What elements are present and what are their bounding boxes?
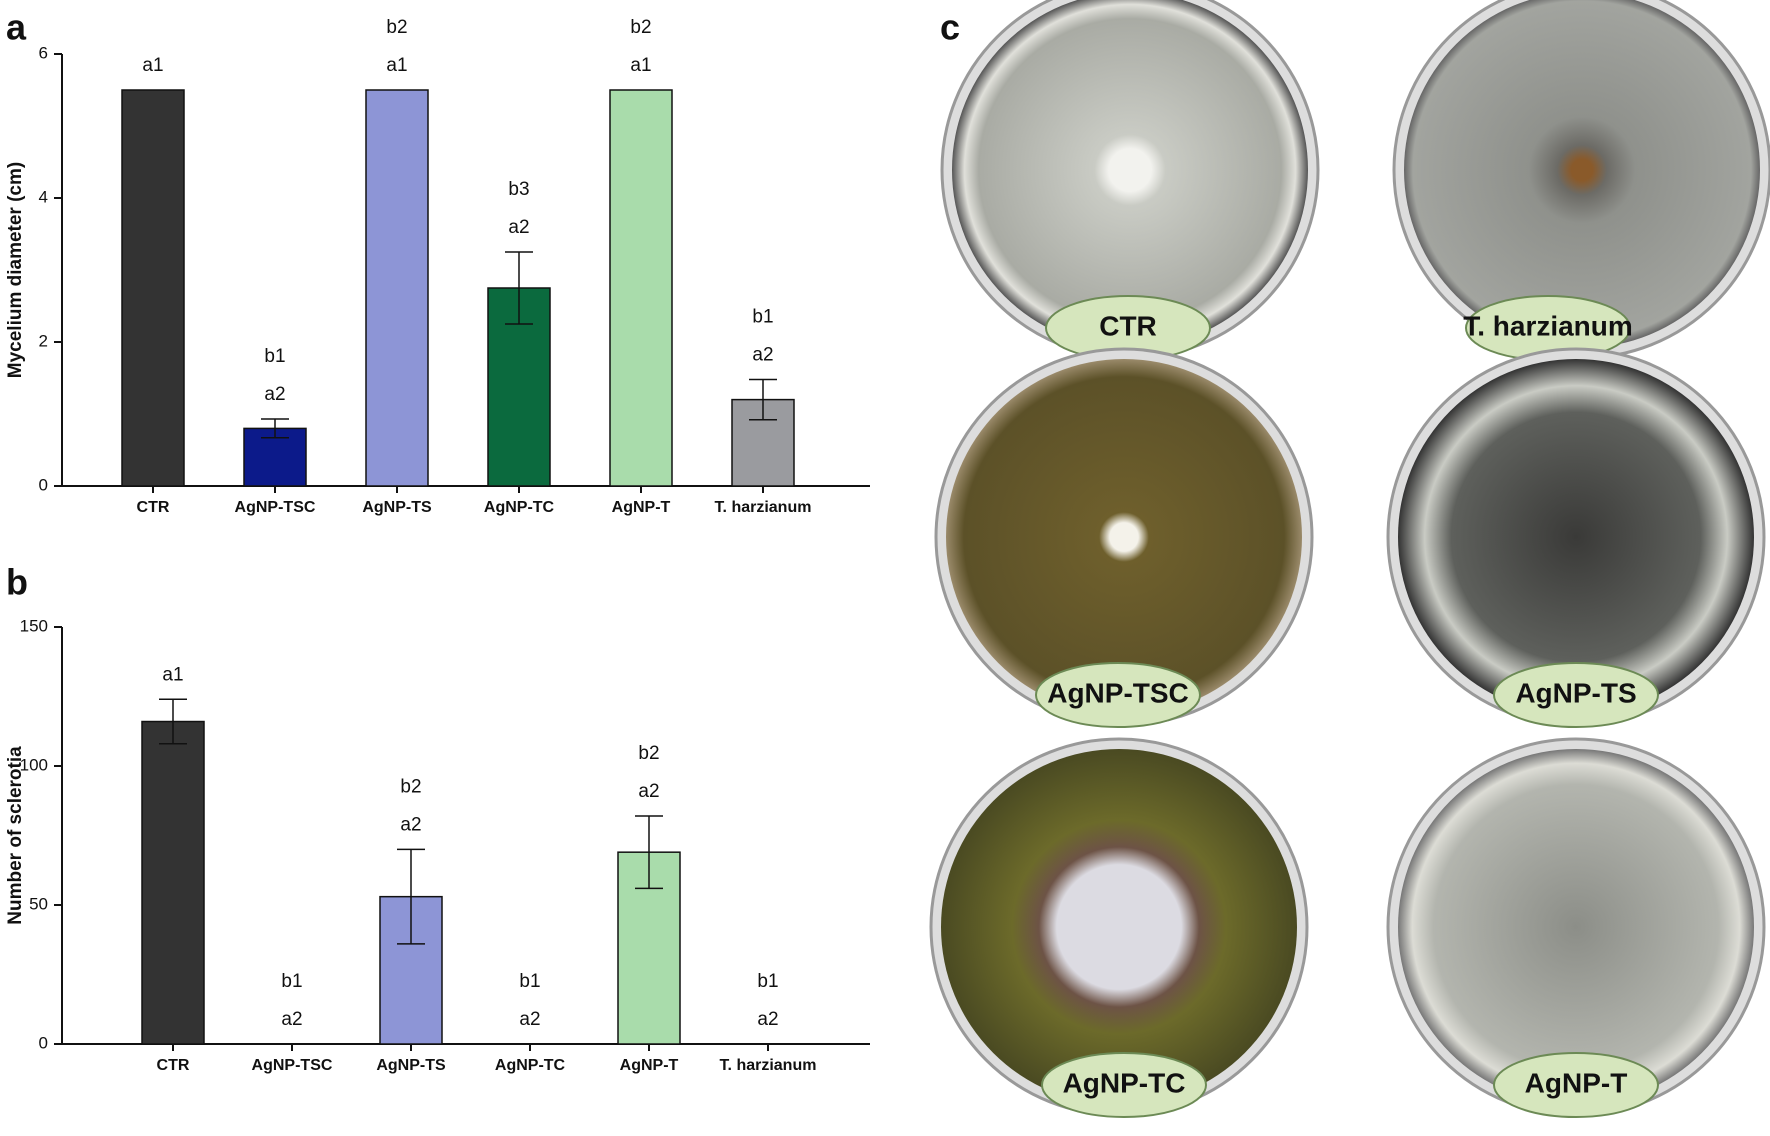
plate-culture: [1398, 749, 1754, 1105]
significance-letter: a1: [142, 55, 163, 76]
significance-letter: b2: [386, 17, 407, 38]
significance-letter: b2: [400, 776, 421, 797]
significance-letter: a1: [630, 55, 651, 76]
plate-label-bg: [1041, 1052, 1207, 1118]
bar: [609, 89, 673, 487]
x-tick-label: T. harzianum: [715, 499, 812, 516]
plate-label: T. harzianum: [1463, 310, 1633, 341]
x-tick-label: AgNP-T: [612, 499, 671, 516]
plate-label-bg: [1035, 662, 1201, 728]
plate-label-bg: [1493, 662, 1659, 728]
significance-letter: b1: [519, 971, 540, 992]
plate-label: AgNP-TC: [1063, 1067, 1186, 1098]
y-axis-label: Mycelium diameter (cm): [5, 162, 26, 378]
y-tick-label: 0: [39, 1033, 48, 1052]
significance-letter: a2: [757, 1009, 778, 1030]
plate-culture: [1404, 0, 1760, 348]
x-tick-label: AgNP-TSC: [235, 499, 316, 516]
x-tick-label: T. harzianum: [720, 1057, 817, 1074]
x-tick-label: AgNP-TS: [376, 1057, 446, 1074]
y-tick-label: 2: [39, 331, 48, 350]
x-tick-label: AgNP-TC: [484, 499, 555, 516]
significance-letter: b3: [508, 179, 529, 200]
significance-letter: b1: [757, 971, 778, 992]
significance-letter: a1: [386, 55, 407, 76]
significance-letter: b1: [281, 971, 302, 992]
y-tick-label: 150: [20, 616, 48, 635]
significance-letter: a2: [752, 344, 773, 365]
significance-letter: b2: [638, 743, 659, 764]
plate-culture: [946, 359, 1302, 715]
significance-letter: a2: [519, 1009, 540, 1030]
x-tick-label: AgNP-TS: [362, 499, 432, 516]
plate-label: CTR: [1099, 310, 1157, 341]
bar: [141, 720, 205, 1045]
significance-letter: b2: [630, 17, 651, 38]
x-tick-label: AgNP-TSC: [252, 1057, 333, 1074]
significance-letter: b1: [264, 346, 285, 367]
x-tick-label: AgNP-T: [620, 1057, 679, 1074]
plate-culture: [952, 0, 1308, 348]
plate-label: AgNP-T: [1525, 1067, 1628, 1098]
plate-label: AgNP-TSC: [1047, 677, 1189, 708]
plate-label: AgNP-TS: [1515, 677, 1636, 708]
y-tick-label: 50: [29, 894, 48, 913]
x-tick-label: CTR: [137, 499, 170, 516]
panel-label: a: [6, 7, 27, 48]
plate-label-bg: [1493, 1052, 1659, 1118]
plate-culture: [1398, 359, 1754, 715]
y-tick-label: 100: [20, 755, 48, 774]
significance-letter: a2: [638, 781, 659, 802]
significance-letter: a2: [264, 384, 285, 405]
y-tick-label: 6: [39, 43, 48, 62]
bar: [487, 287, 551, 487]
y-tick-label: 4: [39, 187, 48, 206]
y-tick-label: 0: [39, 475, 48, 494]
significance-letter: a2: [400, 814, 421, 835]
x-tick-label: CTR: [157, 1057, 190, 1074]
significance-letter: a2: [281, 1009, 302, 1030]
significance-letter: b1: [752, 306, 773, 327]
panel-label: c: [940, 7, 960, 48]
significance-letter: a2: [508, 217, 529, 238]
plate-culture: [941, 749, 1297, 1105]
bar: [121, 89, 185, 487]
x-tick-label: AgNP-TC: [495, 1057, 566, 1074]
panel-label: b: [6, 562, 28, 603]
significance-letter: a1: [162, 664, 183, 685]
y-axis-label: Number of sclerotia: [5, 746, 26, 925]
bar: [365, 89, 429, 487]
